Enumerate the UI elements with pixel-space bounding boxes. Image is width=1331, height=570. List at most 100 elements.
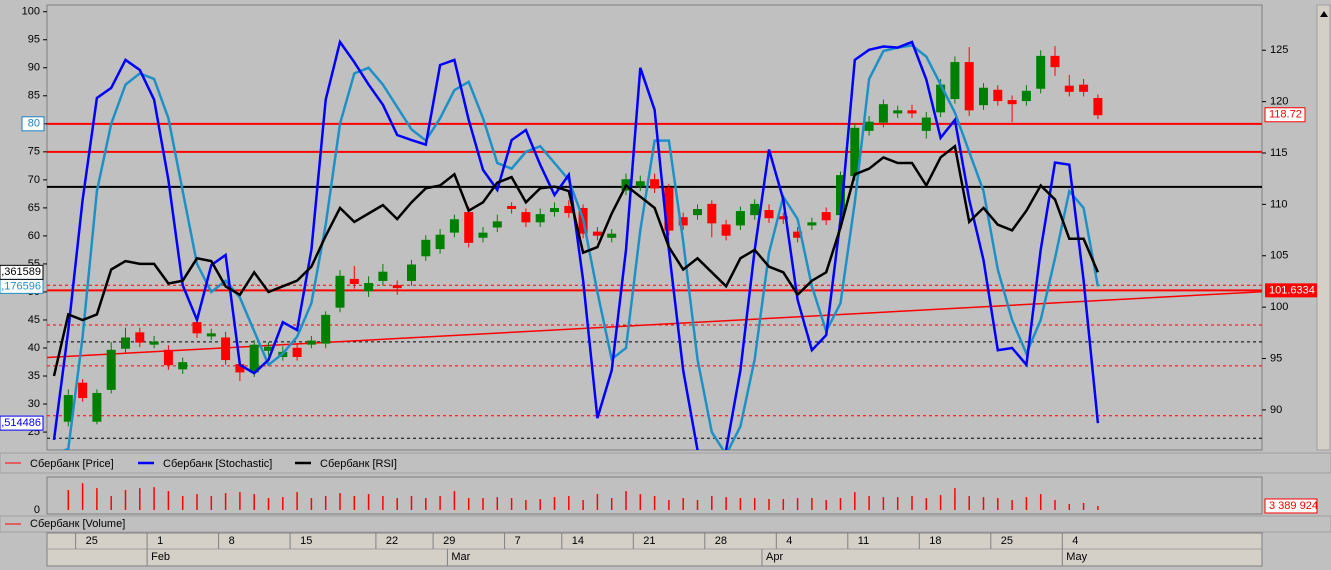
candle-body xyxy=(1064,85,1074,92)
candle-body xyxy=(635,181,645,187)
plot-area xyxy=(46,4,1263,451)
candle-body xyxy=(249,344,259,373)
last-value-label: ,176596 xyxy=(1,280,41,292)
candle-body xyxy=(306,340,316,345)
legend-label: Сбербанк [Stochastic] xyxy=(163,458,272,470)
y2-tick-label: 110 xyxy=(1270,198,1288,210)
candle-body xyxy=(735,211,745,226)
level-badge xyxy=(1265,283,1317,298)
level-badge xyxy=(21,116,45,132)
candle-body xyxy=(364,283,374,292)
candle-body xyxy=(106,349,116,390)
x-tick-label: 15 xyxy=(300,535,312,547)
x-tick-label: 4 xyxy=(786,535,792,547)
candle-body xyxy=(321,314,331,344)
volume-tick-label: 0 xyxy=(34,504,40,516)
candle-body xyxy=(721,224,731,236)
x-tick-label: 7 xyxy=(515,535,521,547)
y-tick-label: 45 xyxy=(28,314,40,326)
candle-body xyxy=(778,216,788,220)
candle-body xyxy=(550,207,559,213)
legend-label: Сбербанк [Volume] xyxy=(30,518,125,530)
candle-body xyxy=(993,89,1003,102)
candle-body xyxy=(650,179,660,189)
candle-body xyxy=(964,62,974,111)
candle-body xyxy=(163,349,173,366)
plot-layer xyxy=(47,39,1262,450)
y2-tick-label: 95 xyxy=(1270,352,1282,364)
candle-body xyxy=(607,233,617,238)
candle-body xyxy=(192,322,202,334)
candle-body xyxy=(464,212,474,243)
y2-tick-label: 90 xyxy=(1270,404,1282,416)
x-tick-label: 21 xyxy=(643,535,655,547)
candle-body xyxy=(135,332,145,343)
month-label: Apr xyxy=(766,551,783,563)
last-value-label: ,514486 xyxy=(1,417,41,429)
y-tick-label: 70 xyxy=(28,174,40,186)
candle-body xyxy=(1079,84,1089,92)
y2-tick-label: 100 xyxy=(1270,301,1288,313)
x-tick-label: 22 xyxy=(386,535,398,547)
candle-body xyxy=(864,121,874,131)
y2-tick-label: 105 xyxy=(1270,250,1288,262)
last-price-label: 118.72 xyxy=(1269,109,1302,121)
candle-body xyxy=(121,337,130,349)
candle-body xyxy=(764,210,774,219)
candle-body xyxy=(1036,55,1046,89)
legend-label: Сбербанк [RSI] xyxy=(320,458,397,470)
candle-body xyxy=(907,110,917,114)
level-badge-label: 80 xyxy=(28,118,40,130)
candle-body xyxy=(407,264,416,281)
y-tick-label: 90 xyxy=(28,62,40,74)
candle-body xyxy=(478,232,488,238)
legend-row xyxy=(0,452,1331,474)
month-label: May xyxy=(1066,551,1087,563)
candle-body xyxy=(392,285,402,289)
y-tick-label: 30 xyxy=(28,398,40,410)
last-value-badge xyxy=(0,264,44,280)
last-price-badge xyxy=(1264,107,1306,123)
level-badge-label: 101.6334 xyxy=(1269,284,1315,296)
candle-body xyxy=(921,117,931,131)
candle-body xyxy=(878,104,888,123)
month-label: Feb xyxy=(151,551,170,563)
scrollbar xyxy=(1316,4,1331,451)
indicator-line xyxy=(52,39,1100,450)
candle-body xyxy=(221,337,231,361)
candle-body xyxy=(92,392,102,422)
x-tick-label: 29 xyxy=(443,535,455,547)
x-tick-label: 18 xyxy=(929,535,941,547)
y2-tick-label: 125 xyxy=(1270,44,1288,56)
candle-body xyxy=(979,87,988,106)
legend-label: Сбербанк [Price] xyxy=(30,458,114,470)
candle-body xyxy=(435,234,445,250)
candle-body xyxy=(950,62,960,100)
y-tick-label: 95 xyxy=(28,34,40,46)
candle-body xyxy=(421,239,431,257)
y2-tick-label: 115 xyxy=(1270,147,1288,159)
x-tick-label: 11 xyxy=(858,535,869,547)
candle-body xyxy=(378,271,388,281)
candle-body xyxy=(206,333,216,337)
volume-badge xyxy=(1264,498,1318,514)
last-value-label: ,361589 xyxy=(1,266,41,278)
candle-body xyxy=(1093,98,1103,116)
x-tick-label: 28 xyxy=(715,535,727,547)
candle-body xyxy=(349,278,359,285)
y-tick-label: 100 xyxy=(22,6,40,18)
candle-body xyxy=(807,222,817,226)
candle-body xyxy=(149,341,159,345)
candle-body xyxy=(178,362,188,370)
last-value-badge xyxy=(0,415,44,431)
indicator-line xyxy=(52,143,1100,377)
x-tick-label: 14 xyxy=(572,535,584,547)
candle-body xyxy=(707,203,717,224)
x-tick-label: 25 xyxy=(1001,535,1013,547)
trend-line xyxy=(47,290,1262,359)
y-tick-label: 60 xyxy=(28,230,40,242)
candle-body xyxy=(492,221,502,228)
candle-body xyxy=(1007,100,1017,105)
